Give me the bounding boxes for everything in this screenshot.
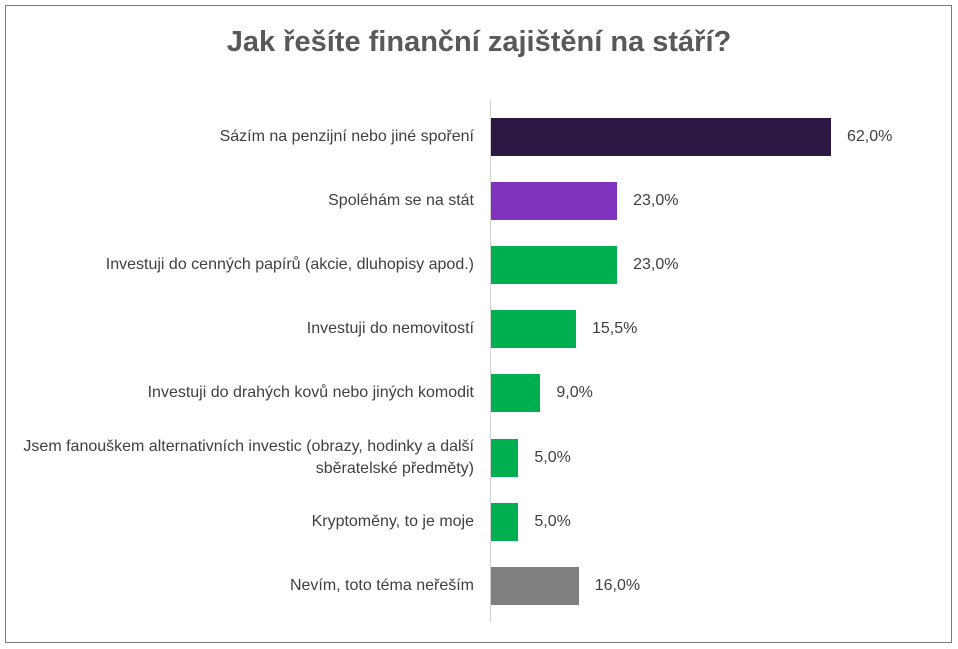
bar xyxy=(491,566,579,605)
category-label: Investuji do cenných papírů (akcie, dluh… xyxy=(105,256,474,274)
value-label: 5,0% xyxy=(534,512,571,530)
category-axis xyxy=(490,100,491,622)
category-label: Investuji do drahých kovů nebo jiných ko… xyxy=(147,384,474,402)
bar xyxy=(491,438,519,477)
bar xyxy=(491,374,541,413)
bar xyxy=(491,310,576,349)
category-label: Kryptoměny, to je moje xyxy=(311,512,474,530)
category-label: Investuji do nemovitostí xyxy=(306,320,474,338)
bar xyxy=(491,502,519,541)
category-label: Jsem fanouškem alternativních investic (… xyxy=(23,437,474,477)
value-label: 5,0% xyxy=(534,448,571,466)
value-label: 9,0% xyxy=(556,384,593,402)
value-label: 23,0% xyxy=(633,256,679,274)
category-label: Nevím, toto téma neřeším xyxy=(289,576,474,594)
value-label: 15,5% xyxy=(592,320,638,338)
category-label: Sázím na penzijní nebo jiné spoření xyxy=(219,128,474,145)
bar xyxy=(491,118,831,156)
value-label: 23,0% xyxy=(633,192,679,210)
bar xyxy=(491,246,618,285)
value-label: 16,0% xyxy=(594,576,641,594)
chart-frame xyxy=(5,5,952,643)
category-label: Spoléhám se na stát xyxy=(328,192,474,210)
bar xyxy=(491,182,618,221)
value-label: 62,0% xyxy=(847,128,893,145)
chart-title: Jak řešíte finanční zajištění na stáří? xyxy=(226,26,732,58)
